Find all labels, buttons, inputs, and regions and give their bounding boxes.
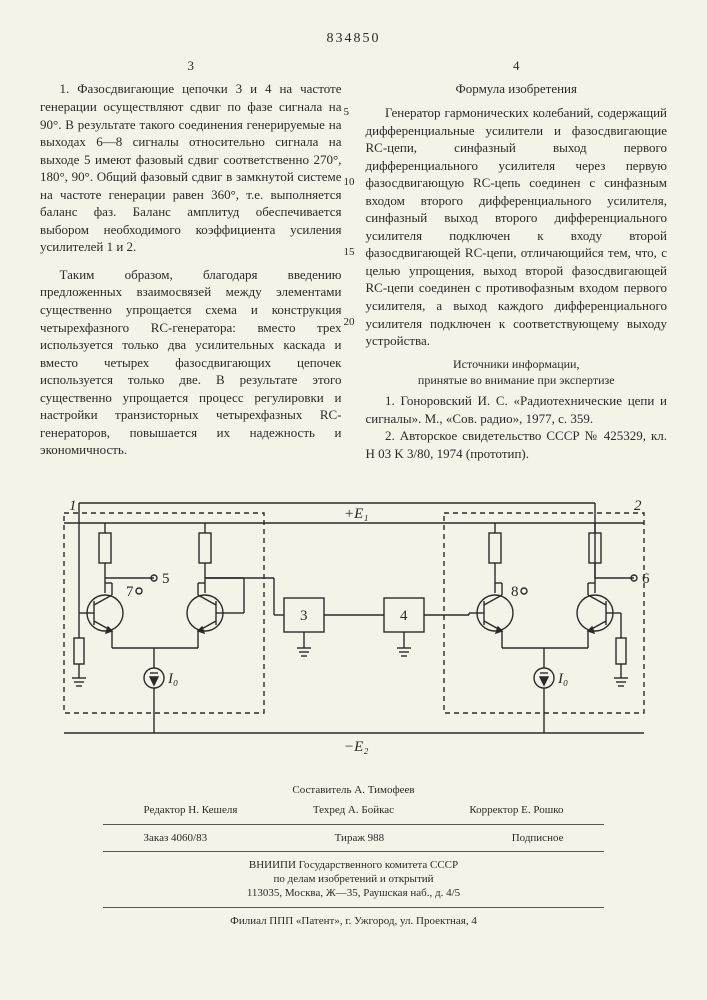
formula-title: Формула изобретения [366,80,668,98]
ref-2: 2. Авторское свидетельство СССР № 425329… [366,427,668,462]
block4-label: 4 [400,608,408,624]
line-marker-20: 20 [344,315,355,330]
I0b-label: I₀ [557,671,568,687]
vniipi2: по делам изобретений и открытий [40,872,667,886]
out7-label: 7 [126,584,134,600]
line-marker-5: 5 [344,105,350,120]
corrector: Корректор Е. Рошко [469,803,563,817]
circuit-diagram: 1 2 3 4 5 6 7 8 +E₁ −E₂ I₀ I₀ [44,483,664,763]
block3-label: 3 [300,608,308,624]
out5-label: 5 [162,571,170,587]
I0a-label: I₀ [167,671,178,687]
ref-1: 1. Гоноровский И. С. «Радиотехнические ц… [366,392,668,427]
E2-label: −E₂ [344,739,369,755]
text-columns: 3 1. Фазосдвигающие цепочки 3 и 4 на час… [40,57,667,463]
col-num-right: 4 [366,57,668,75]
tech: Техред А. Бойкас [313,803,394,817]
addr1: 113035, Москва, Ж—35, Раушская наб., д. … [40,886,667,900]
addr2: Филиал ППП «Патент», г. Ужгород, ул. Про… [40,914,667,928]
compiler: Составитель А. Тимофеев [40,783,667,797]
E1-label: +E₁ [344,506,369,522]
out6-label: 6 [642,571,650,587]
left-para-2: Таким образом, благодаря введению предло… [40,266,342,459]
footer: Составитель А. Тимофеев Редактор Н. Кеше… [40,783,667,928]
formula-text: Генератор гармонических колебаний, содер… [366,104,668,350]
editor: Редактор Н. Кешеля [144,803,238,817]
subscr: Подписное [512,831,564,845]
tirazh: Тираж 988 [335,831,385,845]
vniipi1: ВНИИПИ Государственного комитета СССР [40,858,667,872]
right-column: 4 Формула изобретения Генератор гармонич… [366,57,668,463]
left-para-1: 1. Фазосдвигающие цепочки 3 и 4 на часто… [40,80,342,255]
line-marker-10: 10 [344,175,355,190]
patent-number: 834850 [40,30,667,49]
sources-title: Источники информации, принятые во вниман… [366,356,668,388]
col-num-left: 3 [40,57,342,75]
block2-label: 2 [634,498,642,514]
left-column: 3 1. Фазосдвигающие цепочки 3 и 4 на час… [40,57,342,463]
out8-label: 8 [511,584,519,600]
line-marker-15: 15 [344,245,355,260]
order: Заказ 4060/83 [144,831,208,845]
block1-label: 1 [69,498,77,514]
